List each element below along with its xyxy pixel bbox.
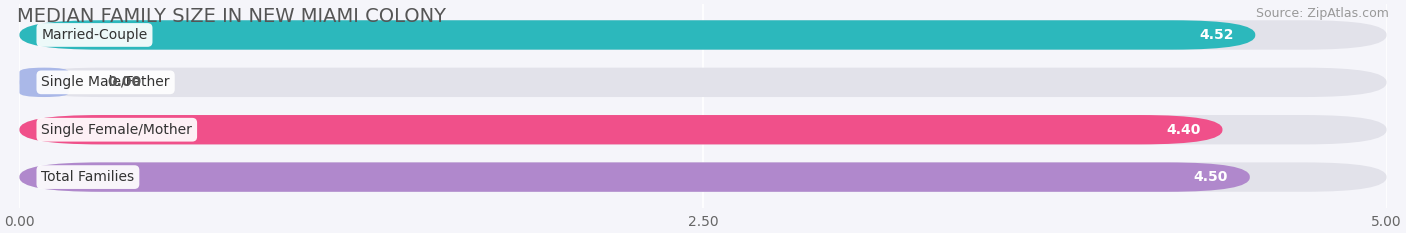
FancyBboxPatch shape — [20, 68, 1386, 97]
FancyBboxPatch shape — [20, 162, 1386, 192]
FancyBboxPatch shape — [20, 20, 1256, 50]
Text: MEDIAN FAMILY SIZE IN NEW MIAMI COLONY: MEDIAN FAMILY SIZE IN NEW MIAMI COLONY — [17, 7, 446, 26]
FancyBboxPatch shape — [20, 115, 1386, 144]
Text: 4.52: 4.52 — [1199, 28, 1233, 42]
Text: Single Female/Mother: Single Female/Mother — [41, 123, 193, 137]
Text: Source: ZipAtlas.com: Source: ZipAtlas.com — [1256, 7, 1389, 20]
Text: Total Families: Total Families — [41, 170, 135, 184]
Text: 0.00: 0.00 — [107, 75, 141, 89]
FancyBboxPatch shape — [20, 68, 69, 97]
Text: 4.40: 4.40 — [1166, 123, 1201, 137]
FancyBboxPatch shape — [20, 162, 1250, 192]
Text: Single Male/Father: Single Male/Father — [41, 75, 170, 89]
Text: Married-Couple: Married-Couple — [41, 28, 148, 42]
FancyBboxPatch shape — [20, 20, 1386, 50]
FancyBboxPatch shape — [20, 115, 1222, 144]
Text: 4.50: 4.50 — [1194, 170, 1227, 184]
